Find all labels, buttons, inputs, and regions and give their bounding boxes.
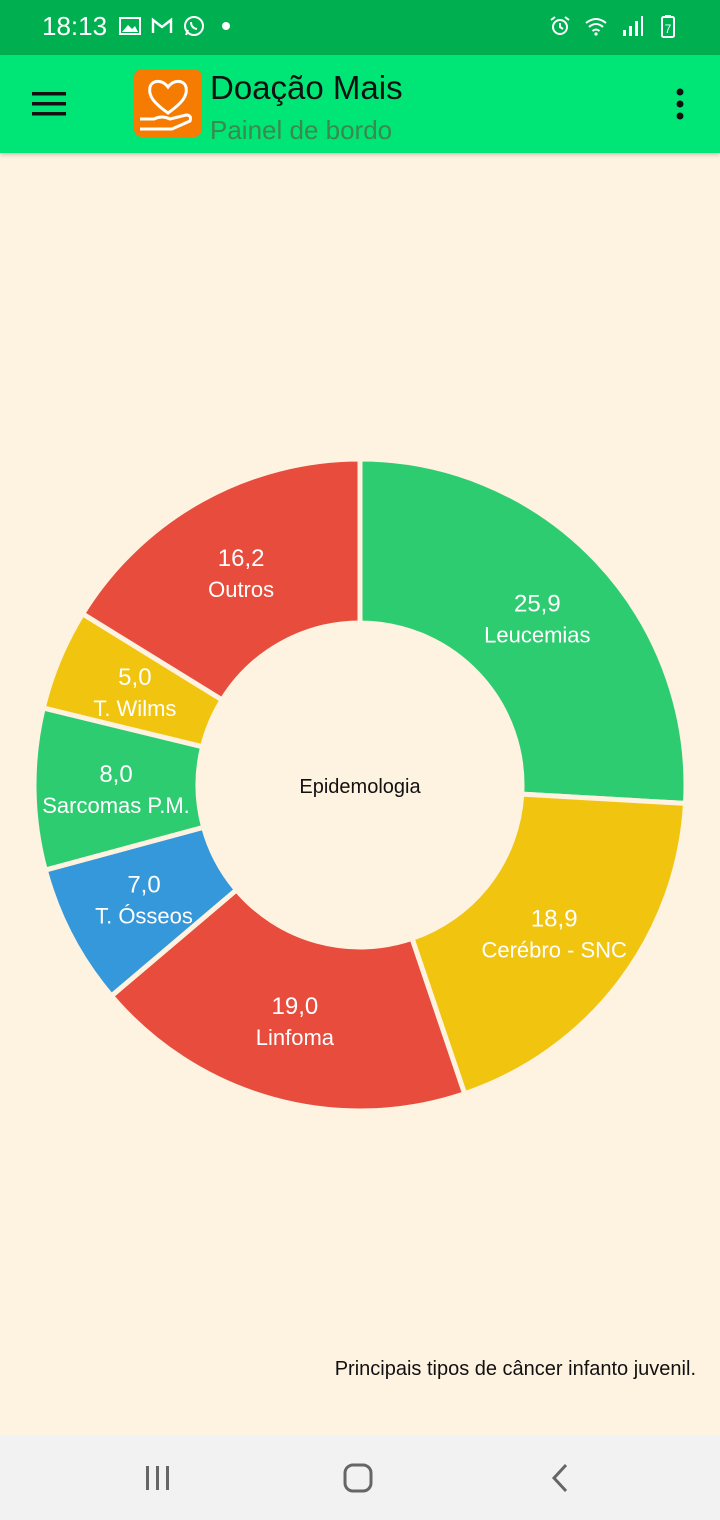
heart-hand-icon (140, 79, 192, 131)
app-bar: Doação Mais Painel de bordo (0, 55, 720, 153)
wifi-icon (585, 18, 607, 36)
status-bar: 18:13 7 (0, 0, 720, 55)
app-logo (134, 69, 202, 137)
recent-apps-button[interactable] (128, 1453, 188, 1503)
back-button[interactable] (530, 1453, 590, 1503)
slice-label-linfoma: Linfoma (256, 1025, 335, 1050)
slice-leucemias[interactable] (357, 456, 689, 807)
chart-description: Principais tipos de câncer infanto juven… (334, 1358, 696, 1380)
slice-value-linfoma: 19,0 (272, 993, 319, 1020)
recent-apps-icon (146, 1466, 169, 1490)
slice-value-sarcomas-p-m: 8,0 (99, 761, 132, 788)
battery-level: 7 (665, 22, 672, 36)
status-time: 18:13 (42, 11, 108, 41)
hamburger-icon (32, 92, 66, 116)
slice-value-leucemias: 25,9 (514, 590, 561, 617)
battery-icon: 7 (661, 15, 675, 38)
overflow-menu-button[interactable] (660, 79, 700, 129)
notification-icons (118, 14, 238, 38)
signal-icon (623, 16, 643, 36)
slice-linfoma[interactable] (107, 886, 468, 1114)
home-icon (343, 1463, 373, 1493)
whatsapp-icon (184, 16, 204, 36)
slice-label-t-wilms: T. Wilms (93, 696, 176, 721)
more-vertical-icon (676, 88, 684, 120)
image-icon (119, 17, 141, 35)
donut-chart: 25,9 Leucemias 18,9 Cerébro - SNC 19,0 Linfom… (31, 456, 689, 1114)
slice-label-t-osseos: T. Ósseos (95, 903, 193, 928)
back-icon (551, 1463, 568, 1493)
slice-outros[interactable] (79, 456, 363, 704)
slice-value-cerebro-snc: 18,9 (531, 906, 578, 933)
system-icons: 7 (548, 14, 680, 38)
alarm-icon (550, 16, 570, 35)
slice-value-outros: 16,2 (218, 545, 265, 572)
home-button[interactable] (328, 1453, 388, 1503)
slice-value-t-osseos: 7,0 (127, 871, 160, 898)
gmail-icon (151, 17, 173, 33)
chart-center-label: Epidemologia (299, 776, 421, 798)
slice-label-sarcomas-p-m: Sarcomas P.M. (42, 793, 190, 818)
slice-label-outros: Outros (208, 577, 274, 602)
slice-label-leucemias: Leucemias (484, 622, 590, 647)
slice-cerebro-snc[interactable] (408, 791, 689, 1097)
dot-icon (222, 22, 230, 30)
app-subtitle: Painel de bordo (210, 115, 393, 145)
menu-button[interactable] (24, 79, 74, 129)
slice-label-cerebro-snc: Cerébro - SNC (481, 938, 627, 963)
navigation-bar (0, 1435, 720, 1520)
slice-value-t-wilms: 5,0 (118, 664, 151, 691)
app-title: Doação Mais (210, 69, 403, 106)
